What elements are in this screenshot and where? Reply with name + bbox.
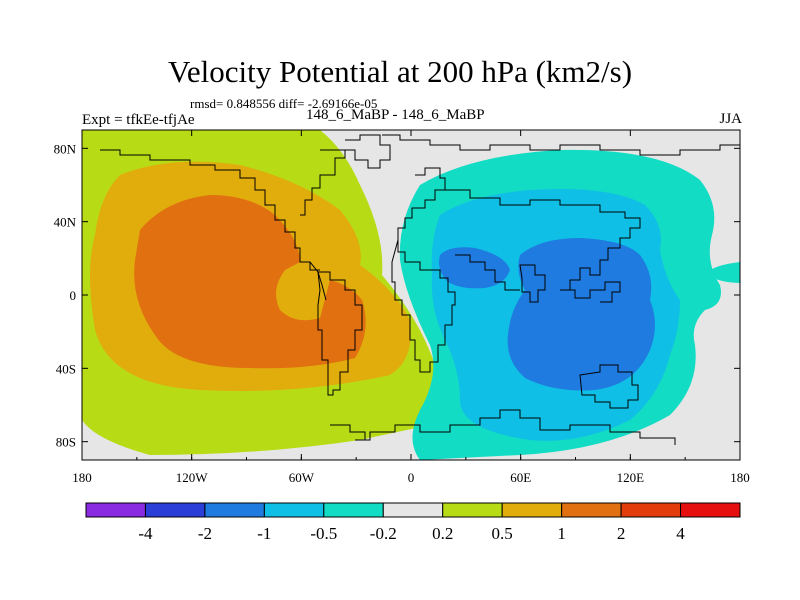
colorbar-label: -1 (257, 524, 271, 543)
coastline-greenland (345, 134, 391, 169)
coastline-europe (397, 167, 446, 240)
coastline-south-america (317, 271, 363, 396)
coastline-north-america (100, 149, 320, 271)
stats-text: rmsd= 0.848556 diff= -2.69166e-05 (190, 96, 378, 111)
colorbar-label: 1 (557, 524, 566, 543)
x-axis: 180 120W 60W 0 60E 120E 180 (72, 130, 750, 485)
colorbar-swatch (144, 502, 206, 518)
coastline-southeast-asia (560, 281, 621, 303)
x-tick-label: 180 (72, 470, 92, 485)
period-label: 148_6_MaBP - 148_6_MaBP (306, 107, 485, 123)
coastline-india (519, 264, 546, 303)
coastline-antarctic-peninsula (330, 424, 366, 440)
y-tick-label: 80N (54, 141, 77, 156)
chart-title: Velocity Potential at 200 hPa (km2/s) (167, 54, 633, 89)
colorbar-swatch (204, 502, 265, 518)
colorbar-label: -0.2 (370, 524, 397, 543)
x-tick-label: 120W (176, 470, 209, 485)
coastline-australia (579, 364, 639, 409)
colorbar: -4 -2 -1 -0.5 -0.2 0.2 0.5 1 2 4 (85, 502, 741, 543)
x-tick-label: 60W (289, 470, 315, 485)
contour-neg-1-2-a (439, 247, 510, 289)
contour-neg-1-2-b (507, 238, 655, 391)
coastline-north-america-east (300, 149, 346, 216)
colorbar-swatch (263, 502, 325, 518)
contour-1-2 (134, 195, 366, 369)
x-tick-label: 60E (510, 470, 531, 485)
experiment-label: Expt = tfkEe-tfjAe (82, 112, 195, 128)
colorbar-swatch (323, 502, 384, 518)
colorbar-swatch (442, 502, 503, 518)
y-tick-label: 40S (56, 361, 76, 376)
x-tick-label: 120E (617, 470, 645, 485)
coastlines (100, 134, 740, 445)
y-tick-label: 40N (54, 215, 77, 230)
y-tick-label: 0 (70, 288, 77, 303)
colorbar-label: 0.5 (492, 524, 513, 543)
colorbar-label: -0.5 (310, 524, 337, 543)
colorbar-label: 4 (676, 524, 685, 543)
colorbar-swatch (680, 502, 741, 518)
colorbar-swatch (85, 502, 146, 518)
colorbar-swatch (561, 502, 622, 518)
y-axis: 80N 40N 0 40S 80S (54, 141, 740, 450)
contour-neg-0.2-0.5-east (708, 262, 740, 283)
coastline-arctic (382, 134, 740, 156)
coastline-africa (391, 239, 456, 373)
season-label: JJA (719, 111, 742, 127)
x-tick-label: 180 (730, 470, 750, 485)
colorbar-swatch (620, 502, 682, 518)
colorbar-label: 2 (617, 524, 626, 543)
contour-field (82, 130, 740, 460)
colorbar-label: -2 (198, 524, 212, 543)
colorbar-label: 0.2 (432, 524, 453, 543)
coastline-antarctica (355, 409, 676, 445)
colorbar-swatch (382, 502, 444, 518)
colorbar-label: -4 (138, 524, 153, 543)
x-tick-label: 0 (408, 470, 415, 485)
colorbar-swatch (501, 502, 563, 518)
y-tick-label: 80S (56, 435, 76, 450)
coastline-asia (445, 189, 641, 291)
coastline-middle-east (455, 254, 520, 291)
